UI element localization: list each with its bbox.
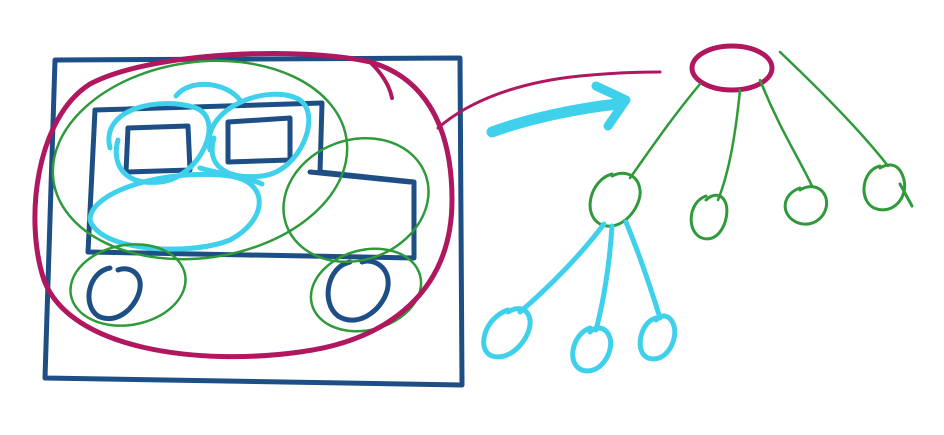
truck-wheel-left [86, 265, 143, 321]
edge-child1-sub3 [623, 219, 663, 321]
tree-root-node [689, 43, 775, 93]
body-scribble-inner [197, 165, 265, 187]
tree-subpart-node-2 [570, 325, 614, 374]
tree-subpart-node-3 [637, 313, 678, 362]
truck-window-left [123, 123, 193, 175]
root-ellipse-tail [370, 62, 394, 100]
truck-window-right [225, 115, 293, 165]
tree-child-node-4 [862, 163, 907, 212]
tree-root-edges [628, 50, 890, 202]
image-frame [42, 55, 465, 388]
edge-root-child3 [758, 78, 814, 188]
truck-cargo-box [85, 100, 417, 261]
tree-part-nodes [588, 163, 914, 241]
root-connector-line [436, 70, 662, 130]
truck-icon [85, 100, 417, 323]
edge-root-child4 [778, 50, 890, 168]
tree-child-node-4-tail [898, 182, 914, 208]
body-scribble [87, 171, 262, 252]
tree-child-node-2 [689, 193, 729, 241]
window-scribble-right [206, 91, 312, 180]
edge-child1-sub2 [593, 223, 615, 333]
truck-cab [307, 169, 413, 185]
arrow-head [591, 81, 631, 131]
edge-root-child2 [716, 88, 742, 202]
frame-border [42, 55, 465, 388]
tree-child-node-3 [783, 185, 829, 226]
subpart-scribbles [87, 81, 312, 252]
part-ellipse-cab [282, 136, 430, 264]
part-ellipse-wheel-left [69, 243, 187, 327]
window-scribble-top [173, 81, 243, 103]
root-ellipse [32, 50, 455, 360]
tree-subpart-node-1 [481, 306, 533, 360]
tree-icon [481, 43, 914, 374]
tree-child-node-1 [588, 171, 642, 228]
edge-root-child1 [628, 82, 702, 180]
edge-child1-sub1 [517, 221, 607, 315]
arrow-shaft [486, 98, 624, 138]
tree-subpart-nodes [481, 306, 678, 374]
tree-subpart-edges [517, 219, 663, 333]
part-ellipse-wheel-right [309, 247, 423, 333]
arrow-icon [486, 81, 631, 138]
truck-wheel-right [325, 258, 391, 323]
